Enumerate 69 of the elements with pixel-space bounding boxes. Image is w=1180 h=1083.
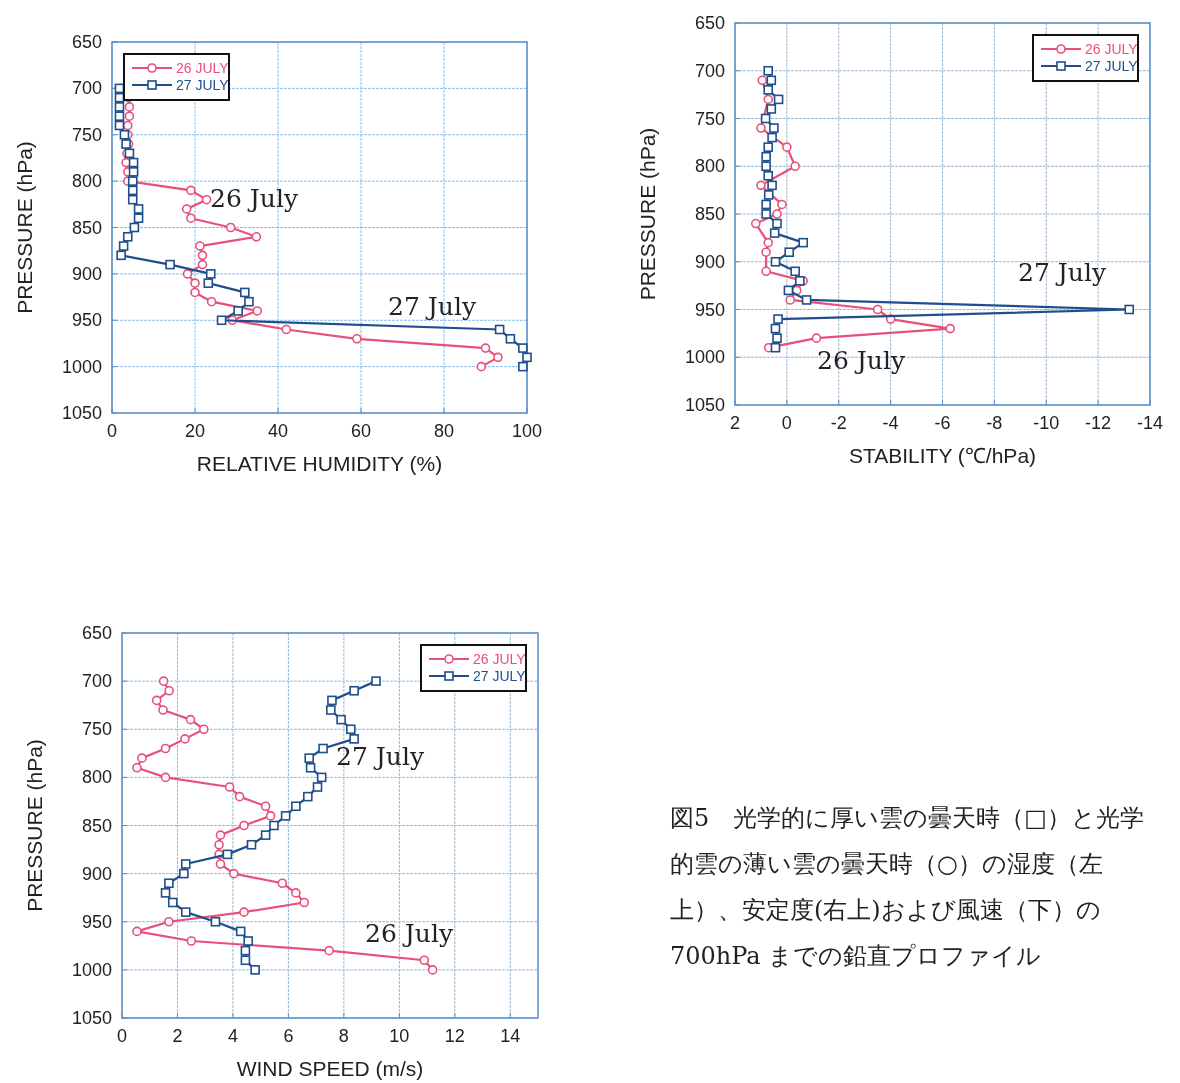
legend-label: 26 JULY	[473, 651, 527, 667]
x-tick-label: 0	[781, 413, 792, 433]
y-tick-label: 700	[694, 60, 725, 81]
x-tick-label: 100	[511, 421, 543, 441]
legend-label: 27 JULY	[1085, 58, 1139, 74]
y-tick-label: 700	[81, 671, 112, 692]
x-axis-title: RELATIVE HUMIDITY (%)	[196, 452, 443, 475]
y-tick-label: 1050	[71, 1008, 112, 1028]
x-tick-label: -10	[1033, 413, 1060, 433]
x-tick-label: 14	[500, 1026, 521, 1046]
x-tick-label: -14	[1136, 413, 1164, 433]
x-axis-title: WIND SPEED (m/s)	[236, 1057, 424, 1080]
x-axis-title: STABILITY (℃/hPa)	[848, 444, 1037, 467]
y-tick-label: 850	[694, 204, 725, 224]
y-tick-label: 800	[694, 156, 725, 177]
y-tick-label: 750	[694, 108, 725, 129]
annotation: 26 July	[210, 183, 299, 213]
x-tick-label: 2	[172, 1026, 183, 1046]
x-tick-label: 2	[729, 413, 741, 433]
x-tick-label: -4	[882, 413, 899, 433]
legend-label: 26 JULY	[1085, 41, 1139, 57]
x-tick-label: 10	[389, 1026, 410, 1046]
x-tick-label: -6	[934, 413, 951, 433]
y-tick-label: 900	[71, 263, 102, 284]
annotation: 26 July	[365, 918, 454, 948]
y-axis-title: PRESSURE (hPa)	[23, 739, 46, 912]
annotation: 26 July	[817, 345, 906, 375]
annotation: 27 July	[1018, 257, 1107, 287]
x-tick-label: 40	[267, 421, 289, 441]
x-tick-label: 20	[184, 421, 206, 441]
x-tick-label: -8	[986, 413, 1003, 433]
y-tick-label: 650	[81, 623, 112, 643]
x-tick-label: 12	[444, 1026, 465, 1046]
y-tick-label: 650	[71, 32, 102, 52]
x-tick-label: 0	[106, 421, 118, 441]
y-tick-label: 850	[81, 815, 112, 836]
y-tick-label: 700	[71, 78, 102, 99]
y-tick-label: 950	[81, 911, 112, 932]
y-tick-label: 1000	[71, 959, 112, 980]
x-tick-label: 8	[338, 1026, 349, 1046]
y-tick-label: 800	[81, 767, 112, 788]
x-tick-label: -2	[830, 413, 847, 433]
x-tick-label: 0	[116, 1026, 128, 1046]
x-tick-label: -12	[1085, 413, 1112, 433]
y-tick-label: 1000	[61, 356, 102, 377]
y-tick-label: 1050	[684, 395, 725, 415]
y-tick-label: 1050	[61, 403, 102, 423]
y-tick-label: 750	[81, 719, 112, 740]
y-tick-label: 900	[694, 251, 725, 272]
y-tick-label: 750	[71, 124, 102, 145]
y-tick-label: 950	[694, 299, 725, 320]
y-axis-title: PRESSURE (hPa)	[636, 127, 659, 301]
y-tick-label: 650	[694, 13, 725, 33]
y-axis-title: PRESSURE (hPa)	[13, 141, 36, 314]
x-tick-label: 60	[350, 421, 372, 441]
y-tick-label: 850	[71, 217, 102, 238]
y-tick-label: 800	[71, 171, 102, 192]
annotation: 27 July	[336, 741, 425, 771]
legend-label: 27 JULY	[176, 77, 230, 93]
y-tick-label: 1000	[684, 347, 725, 368]
x-tick-label: 4	[227, 1026, 238, 1046]
x-tick-label: 80	[433, 421, 455, 441]
annotation: 27 July	[388, 291, 477, 321]
legend-label: 27 JULY	[473, 668, 527, 684]
x-tick-label: 6	[283, 1026, 294, 1046]
y-tick-label: 950	[71, 310, 102, 331]
caption: 図5 光学的に厚い雲の曇天時（□）と光学的雲の薄い雲の曇天時（○）の湿度（左上）、安定度(右上)および風速（下）の 700hPa までの鉛直プロファイル	[670, 803, 1145, 972]
y-tick-label: 900	[81, 863, 112, 884]
legend-label: 26 JULY	[176, 60, 230, 76]
